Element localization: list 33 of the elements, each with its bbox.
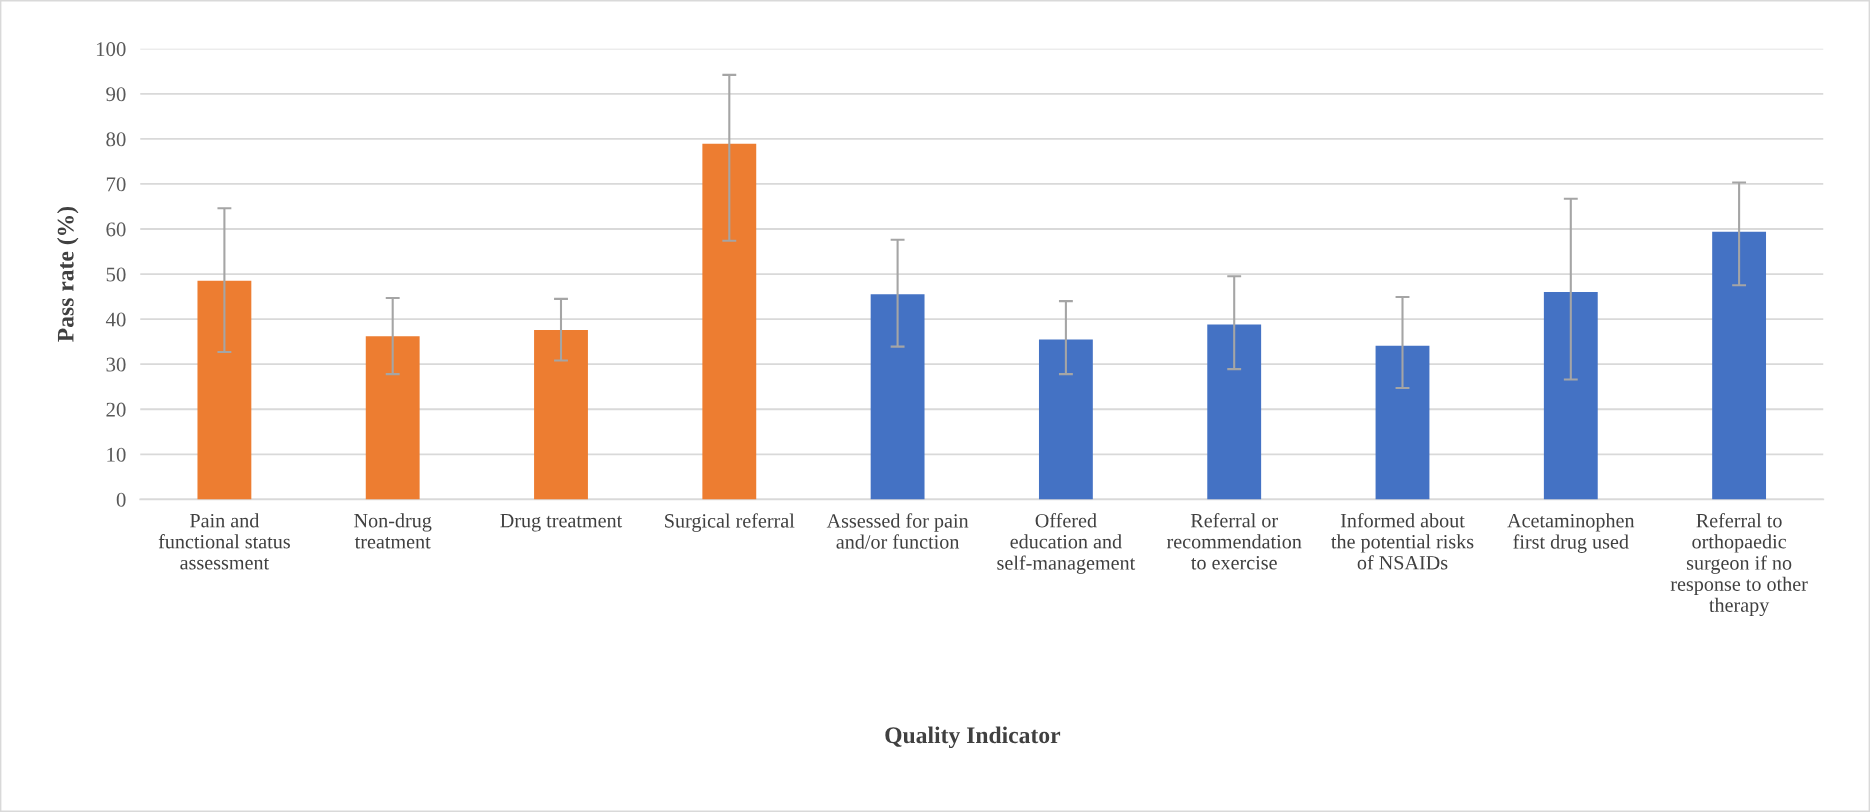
x-tick-label: Drug treatment [500,514,623,532]
x-axis-title: Quality Indicator [885,726,1061,749]
bar [870,294,925,500]
y-axis-title: Pass rate (%) [57,206,79,342]
bar [197,280,252,500]
x-tick-label: Informed about the potential risks of NSAIDs [1331,513,1474,570]
bar [534,329,588,500]
y-tick-label: 80 [106,132,126,147]
y-tick-label: 30 [106,357,126,372]
y-tick-label: 0 [116,492,126,507]
y-tick-label: 10 [107,447,126,462]
x-tick-label: Non-drug treatment [354,513,432,549]
y-tick-label: 100 [96,42,126,57]
bar [1543,292,1598,500]
bar [365,336,420,500]
bar [1712,231,1767,500]
bar [702,143,757,500]
y-tick-label: 70 [106,177,126,192]
x-tick-label: Assessed for pain and/or function [826,513,969,549]
x-tick-label: Pain and functional status assessment [158,513,290,570]
bar [1038,339,1093,500]
y-tick-label: 60 [106,222,126,237]
x-tick-label: Surgical referral [665,513,795,532]
x-tick-label: Acetaminophen first drug used [1507,513,1635,553]
y-tick-label: 40 [105,312,126,327]
bar [1207,324,1262,500]
y-tick-label: 50 [106,267,126,282]
x-tick-label: Referral or recommendation to exercise [1166,513,1302,570]
x-tick-label: Referral to orthopaedic surgeon if no response to other therapy [1670,513,1808,617]
y-tick-label: 90 [106,87,126,102]
x-tick-label: Offered education and self-management [997,513,1136,574]
bar [1375,345,1430,500]
y-tick-label: 20 [106,402,126,417]
